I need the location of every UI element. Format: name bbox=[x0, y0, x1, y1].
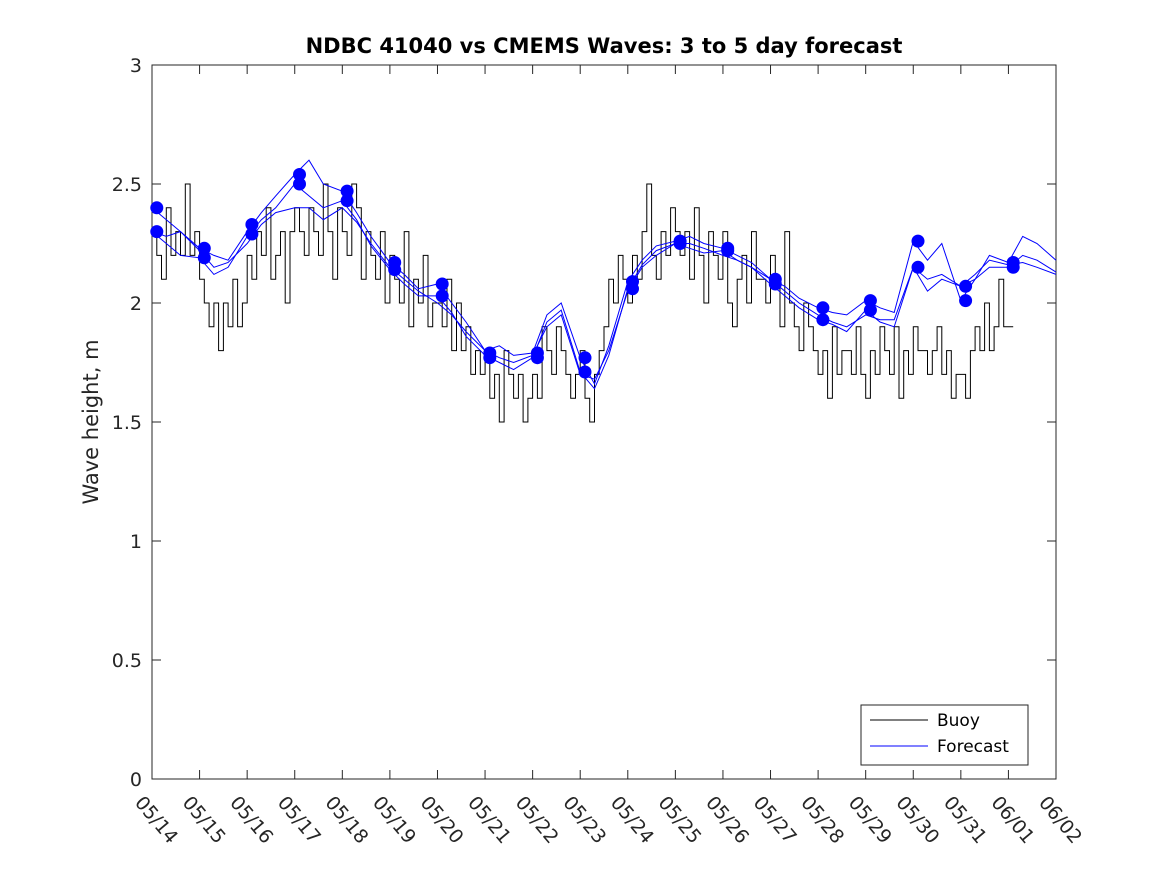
y-tick-label: 1 bbox=[130, 531, 142, 553]
plot-area bbox=[151, 64, 1057, 780]
forecast-marker bbox=[911, 260, 925, 274]
forecast-marker bbox=[911, 234, 925, 248]
forecast-marker bbox=[293, 168, 306, 181]
legend-box bbox=[860, 704, 1029, 766]
forecast-marker bbox=[816, 301, 830, 315]
forecast-marker bbox=[150, 225, 164, 239]
forecast-marker bbox=[197, 241, 211, 255]
forecast-marker bbox=[340, 194, 354, 208]
forecast-marker bbox=[435, 289, 449, 303]
legend-buoy-label: Buoy bbox=[937, 711, 980, 731]
y-tick-label: 0 bbox=[130, 769, 142, 791]
forecast-marker bbox=[150, 201, 164, 215]
y-axis: 0 0.5 1 1.5 2 2.5 3 bbox=[112, 55, 1056, 791]
forecast-marker bbox=[863, 294, 877, 308]
forecast-marker bbox=[673, 237, 687, 250]
buoy-series bbox=[152, 183, 1014, 423]
forecast-marker bbox=[959, 279, 973, 293]
forecast-marker bbox=[388, 263, 402, 277]
forecast-marker bbox=[245, 227, 259, 241]
forecast-marker bbox=[626, 282, 639, 296]
forecast-marker bbox=[863, 303, 877, 317]
y-axis-label: Wave height, m bbox=[79, 339, 103, 504]
forecast-marker bbox=[816, 313, 830, 327]
forecast-marker bbox=[959, 294, 973, 308]
forecast-marker bbox=[578, 365, 592, 379]
chart-title: NDBC 41040 vs CMEMS Waves: 3 to 5 day fo… bbox=[306, 34, 903, 58]
forecast-marker bbox=[721, 244, 735, 258]
forecast-marker bbox=[340, 184, 354, 198]
forecast-marker bbox=[768, 277, 782, 291]
forecast-marker bbox=[245, 218, 259, 231]
forecast-marker bbox=[483, 351, 497, 365]
forecast-marker bbox=[530, 351, 544, 365]
forecast-marker bbox=[1006, 260, 1020, 274]
y-tick-label: 3 bbox=[130, 55, 142, 77]
buoy-line bbox=[152, 183, 1014, 423]
y-tick-label: 2.5 bbox=[112, 174, 142, 196]
y-tick-label: 1.5 bbox=[112, 412, 142, 434]
legend: Buoy Forecast bbox=[860, 704, 1029, 766]
forecast-markers bbox=[150, 168, 1020, 379]
forecast-marker bbox=[293, 177, 306, 191]
legend-forecast-label: Forecast bbox=[937, 737, 1009, 757]
y-tick-label: 0.5 bbox=[112, 650, 142, 672]
forecast-marker bbox=[435, 277, 449, 291]
forecast-marker bbox=[578, 351, 592, 365]
forecast-line-2 bbox=[151, 159, 1057, 386]
forecast-marker bbox=[197, 251, 211, 265]
y-tick-label: 2 bbox=[130, 293, 142, 315]
